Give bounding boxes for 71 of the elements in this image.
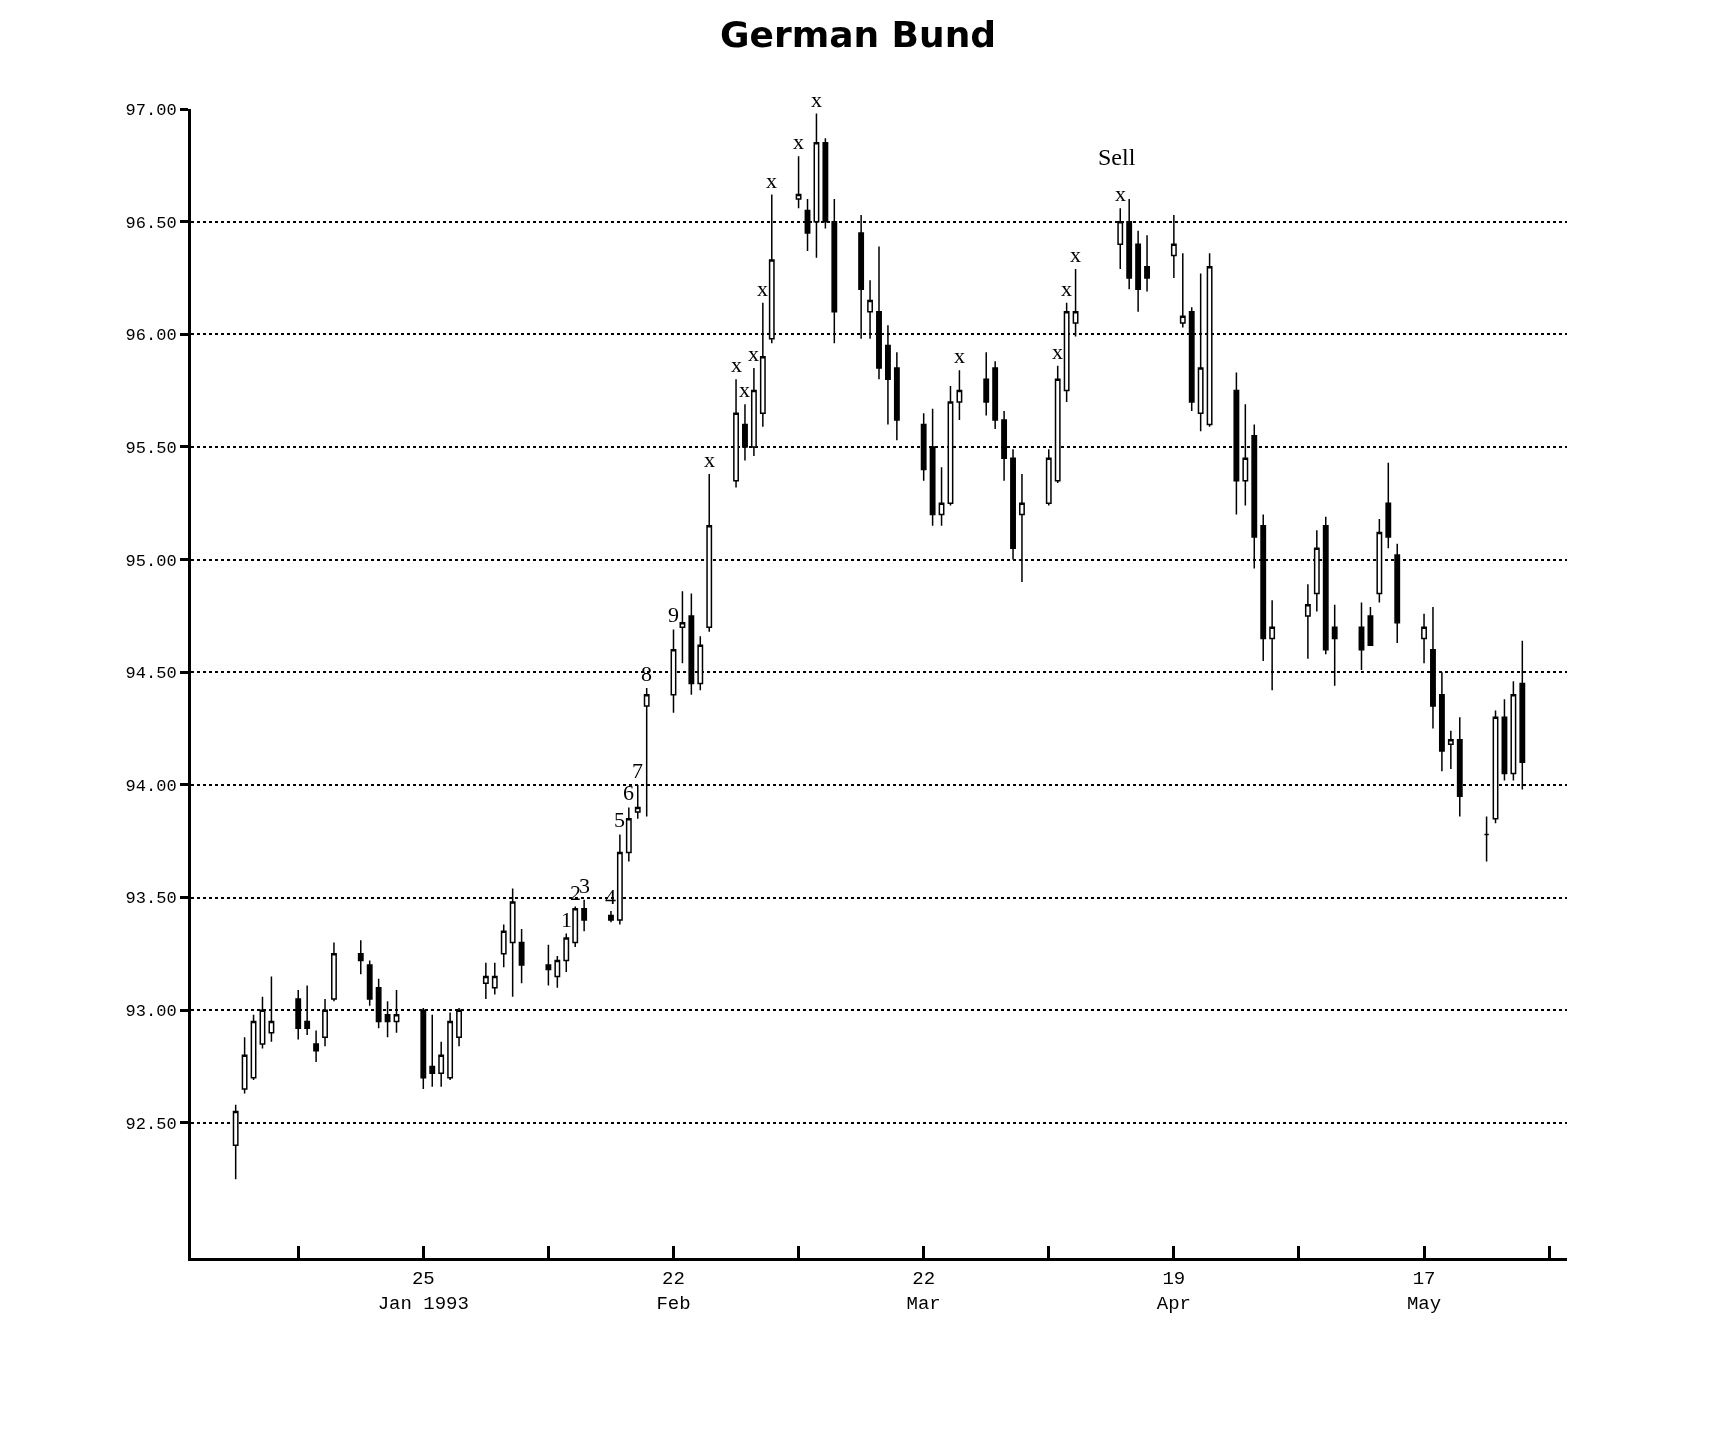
- annotation: x: [748, 341, 759, 366]
- chart-title: German Bund: [719, 13, 997, 55]
- y-tick-label: 95.00: [125, 551, 177, 571]
- x-tick-label: 25 Jan 1993: [377, 1267, 469, 1315]
- annotation: x: [766, 168, 777, 193]
- annotation: 9: [668, 602, 679, 627]
- candlestick: [795, 155, 802, 209]
- x-tick-label: 22 Mar: [906, 1267, 941, 1315]
- candlestick: [331, 941, 337, 1002]
- x-tick-label: 17 May: [1406, 1267, 1442, 1315]
- candlestick: [956, 369, 963, 421]
- annotation: 1: [561, 907, 572, 932]
- candlestick: [679, 590, 686, 664]
- candlestick: [241, 1036, 248, 1095]
- y-tick-label: 94.50: [125, 664, 177, 684]
- candlestick: [357, 939, 364, 975]
- candlestick: [1135, 229, 1142, 313]
- candlestick: [482, 962, 489, 1000]
- candlestick: [545, 944, 552, 987]
- annotation: x: [757, 276, 768, 301]
- annotation: x: [1070, 242, 1081, 267]
- annotation: Sell: [1098, 144, 1136, 170]
- y-tick-label: 94.00: [125, 776, 177, 796]
- candlestick: [1385, 461, 1392, 550]
- annotation: x: [704, 447, 715, 472]
- y-tick-label: 97.00: [125, 100, 177, 120]
- candlestick: [1510, 680, 1517, 782]
- candlestick: [572, 905, 579, 948]
- y-tick-label: 95.50: [125, 438, 177, 458]
- annotation: x: [739, 377, 750, 402]
- annotation: 6: [623, 780, 634, 805]
- y-tick-label: 93.50: [125, 889, 177, 909]
- candlestick: [563, 932, 570, 973]
- candlestick: [893, 351, 900, 441]
- y-tick-label: 93.00: [125, 1002, 177, 1022]
- candlestick: [429, 1013, 436, 1088]
- x-tick-label: 19 Apr: [1156, 1267, 1191, 1315]
- candlestick: [1447, 730, 1454, 770]
- x-tick-label: 22 Feb: [656, 1267, 691, 1315]
- annotation: x: [1061, 276, 1072, 301]
- candlestick: [992, 360, 999, 430]
- candlestick: [625, 806, 632, 863]
- y-tick-label: 92.50: [125, 1114, 177, 1134]
- candlestick: [1367, 606, 1374, 646]
- annotation: x: [811, 87, 822, 112]
- candlestick: [608, 910, 614, 924]
- y-tick-label: 96.00: [125, 326, 177, 346]
- candlestick: [500, 923, 507, 969]
- candlestick: [1421, 612, 1427, 664]
- annotation: 3: [579, 873, 590, 898]
- candlestick: [1304, 583, 1311, 660]
- candlestick: [491, 962, 498, 996]
- candlestick: [1483, 815, 1490, 863]
- candlestick: [983, 351, 990, 417]
- candlestick: [1144, 234, 1150, 293]
- candlestick: [1179, 252, 1186, 329]
- annotation: x: [731, 352, 742, 377]
- annotation: x: [954, 343, 965, 368]
- candlestick: [366, 959, 373, 1007]
- annotation: x: [1052, 339, 1063, 364]
- annotation: x: [793, 129, 804, 154]
- annotation: 5: [614, 807, 625, 832]
- candlestick: [438, 1040, 445, 1088]
- candlestick: [518, 928, 525, 984]
- candlestick: [313, 1029, 320, 1063]
- candlestick: [554, 955, 561, 989]
- y-tick-label: 96.50: [125, 213, 177, 233]
- annotation: 7: [632, 758, 643, 783]
- annotation: 2: [570, 880, 581, 905]
- candlestick: [938, 466, 945, 527]
- annotation: x: [1115, 181, 1126, 206]
